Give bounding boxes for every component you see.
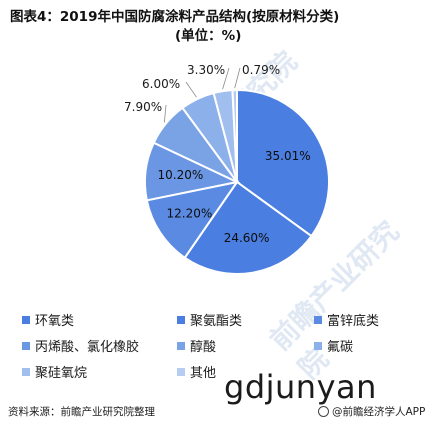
legend-item: 其他 <box>177 362 216 381</box>
leader-line-fluorocarbon <box>185 81 197 98</box>
pie-slice-polyurethane <box>183 180 313 276</box>
legend-swatch <box>314 341 322 350</box>
slice-label-epoxy: 35.01% <box>265 149 311 163</box>
legend-swatch <box>314 315 322 324</box>
legend-item: 醇酸 <box>177 336 216 355</box>
legend-label: 丙烯酸、氯化橡胶 <box>35 340 140 355</box>
legend-label: 聚硅氧烷 <box>35 366 88 381</box>
brand-text: @前瞻经济学人APP <box>332 406 426 418</box>
legend-item: 富锌底类 <box>314 310 379 329</box>
pie-chart: 35.01% 24.60% 12.20% 10.20% 7.90% 6.00% 3.30% 0… <box>124 63 330 276</box>
slice-label-alkyd: 7.90% <box>124 100 162 114</box>
slice-label-zinc-rich: 12.20% <box>167 206 213 220</box>
legend-label: 富锌底类 <box>327 314 380 329</box>
legend-item: 氟碳 <box>314 336 353 355</box>
slice-label-polysiloxane: 3.30% <box>187 63 225 77</box>
pie-slice-other <box>231 88 238 183</box>
slice-label-fluorocarbon: 6.00% <box>142 77 180 91</box>
leader-line-other <box>234 67 241 89</box>
legend-swatch <box>177 341 185 350</box>
watermark-text: gdjunyan <box>224 368 377 406</box>
legend-item: 聚氨酯类 <box>177 310 242 329</box>
legend-item: 聚硅氧烷 <box>22 362 87 381</box>
leader-line-alkyd <box>164 104 167 123</box>
legend-swatch <box>22 341 30 350</box>
legend-label: 氟碳 <box>327 340 354 355</box>
legend-label: 醇酸 <box>190 340 217 355</box>
legend-swatch <box>177 367 185 376</box>
legend-item: 环氧类 <box>22 310 74 329</box>
brand-credit: @前瞻经济学人APP <box>318 404 425 419</box>
source-note: 资料来源：前瞻产业研究院整理 <box>8 406 155 418</box>
legend-label: 其他 <box>190 366 217 381</box>
slice-label-acrylic-chlorinated-rubber: 10.20% <box>158 168 204 182</box>
legend-item: 丙烯酸、氯化橡胶 <box>22 336 139 355</box>
pie-slice-epoxy <box>236 88 330 238</box>
slice-label-polyurethane: 24.60% <box>224 231 270 245</box>
chart-title-line1: 图表4：2019年中国防腐涂料产品结构(按原材料分类) <box>10 9 340 25</box>
legend-label: 聚氨酯类 <box>190 314 243 329</box>
legend-swatch <box>22 367 30 376</box>
legend: 环氧类 聚氨酯类 富锌底类丙烯酸、氯化橡胶 醇酸 氟碳聚硅氧烷 其他 <box>22 310 432 396</box>
pie-slice-zinc-rich <box>145 180 240 260</box>
chart-title-line2: (单位：%) <box>175 28 242 44</box>
leader-lines <box>164 67 241 123</box>
pie-labels: 35.01% 24.60% 12.20% 10.20% 7.90% 6.00% 3.30% 0… <box>124 63 311 245</box>
legend-swatch <box>22 315 30 324</box>
leader-line-polysiloxane <box>222 67 230 90</box>
brand-logo-icon <box>318 406 329 417</box>
legend-swatch <box>177 315 185 324</box>
legend-label: 环氧类 <box>35 314 75 329</box>
slice-label-other: 0.79% <box>242 63 280 77</box>
chart-title: 图表4：2019年中国防腐涂料产品结构(按原材料分类) (单位：%) <box>10 8 430 46</box>
pie-slices <box>144 88 330 276</box>
